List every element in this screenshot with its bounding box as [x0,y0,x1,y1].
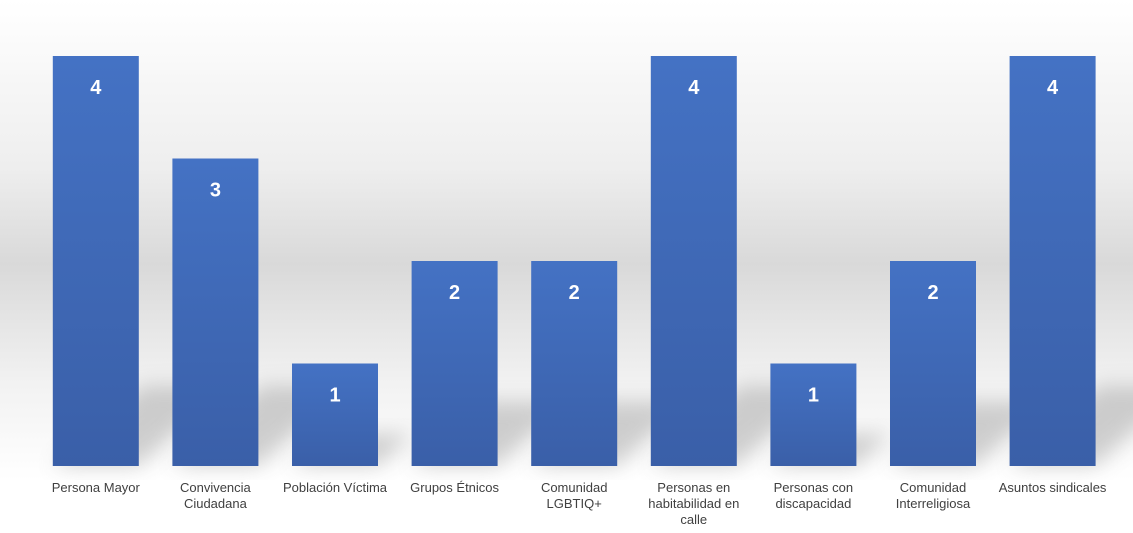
bar [531,261,618,466]
category-label: Personas en habitabilidad en calle [648,480,740,527]
data-label: 3 [210,180,221,202]
bars [52,56,1096,466]
category-axis-labels: Persona Mayor Convivencia Ciudadana Poblac… [0,480,1133,533]
chart-plot-area: 4 3 1 2 2 4 1 2 4 [0,0,1133,480]
data-label: 2 [569,282,580,304]
data-label: 4 [1047,77,1059,99]
category-label: Persona Mayor [51,480,140,495]
category-label: Convivencia Ciudadana [179,480,251,511]
category-label: Población Víctima [282,480,388,495]
bar [411,261,498,466]
category-label: Comunidad Interreligiosa [895,480,971,511]
data-label: 2 [449,282,460,304]
category-label: Personas con discapacidad [773,480,854,511]
bar [172,158,259,466]
category-label: Asuntos sindicales [998,480,1107,495]
data-label: 2 [927,282,938,304]
bar [52,56,139,466]
bar [890,261,976,466]
category-label: Comunidad LGBTIQ+ [540,480,608,511]
bar [650,56,737,466]
data-label: 4 [688,77,700,99]
bar [770,363,857,466]
category-label: Grupos Étnicos [410,480,500,495]
bar [292,363,378,466]
data-label: 4 [90,77,102,99]
data-label: 1 [808,385,819,407]
bar [1009,56,1096,466]
data-labels: 4 3 1 2 2 4 1 2 4 [90,77,1059,407]
data-label: 1 [329,385,340,407]
